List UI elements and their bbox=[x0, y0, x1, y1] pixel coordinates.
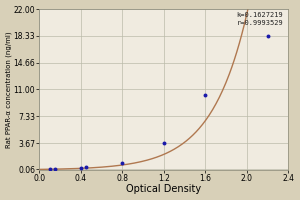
Text: k=0.1627219
r=0.9993529: k=0.1627219 r=0.9993529 bbox=[237, 12, 284, 26]
Point bbox=[79, 167, 83, 170]
Point bbox=[52, 168, 57, 171]
Point bbox=[84, 166, 88, 169]
X-axis label: Optical Density: Optical Density bbox=[126, 184, 202, 194]
Point bbox=[47, 168, 52, 171]
Point bbox=[120, 162, 125, 165]
Point bbox=[203, 94, 208, 97]
Y-axis label: Rat PPAR-α concentration (ng/ml): Rat PPAR-α concentration (ng/ml) bbox=[6, 31, 12, 148]
Point bbox=[265, 34, 270, 37]
Point bbox=[161, 141, 166, 145]
